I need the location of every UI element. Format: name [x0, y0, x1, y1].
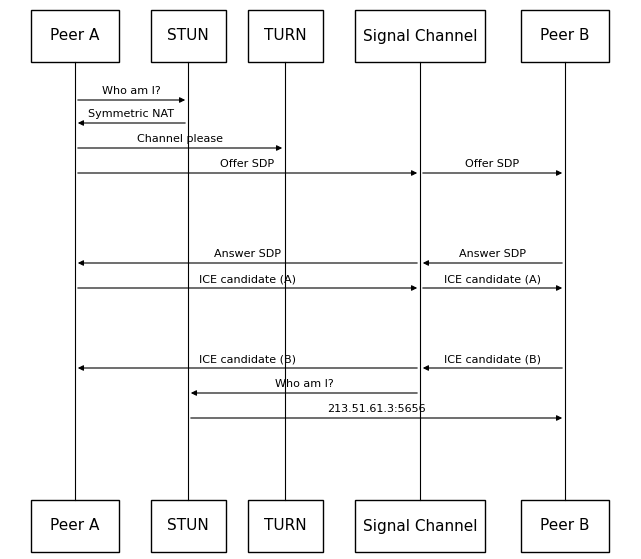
Text: ICE candidate (B): ICE candidate (B) — [199, 354, 296, 364]
Text: Answer SDP: Answer SDP — [214, 249, 281, 259]
FancyBboxPatch shape — [355, 10, 485, 62]
Text: Peer B: Peer B — [540, 519, 590, 533]
Text: STUN: STUN — [167, 519, 209, 533]
Text: Who am I?: Who am I? — [274, 379, 333, 389]
FancyBboxPatch shape — [151, 500, 226, 552]
FancyBboxPatch shape — [151, 10, 226, 62]
FancyBboxPatch shape — [355, 500, 485, 552]
Text: Signal Channel: Signal Channel — [363, 519, 478, 533]
FancyBboxPatch shape — [31, 10, 119, 62]
Text: Offer SDP: Offer SDP — [221, 159, 274, 169]
Text: Symmetric NAT: Symmetric NAT — [88, 109, 174, 119]
FancyBboxPatch shape — [31, 500, 119, 552]
FancyBboxPatch shape — [521, 500, 609, 552]
Text: Answer SDP: Answer SDP — [459, 249, 526, 259]
Text: Signal Channel: Signal Channel — [363, 29, 478, 44]
Text: Peer B: Peer B — [540, 29, 590, 44]
FancyBboxPatch shape — [521, 10, 609, 62]
Text: Peer A: Peer A — [50, 29, 100, 44]
Text: Peer A: Peer A — [50, 519, 100, 533]
Text: STUN: STUN — [167, 29, 209, 44]
FancyBboxPatch shape — [247, 500, 322, 552]
Text: TURN: TURN — [263, 519, 306, 533]
Text: Who am I?: Who am I? — [102, 86, 161, 96]
Text: ICE candidate (A): ICE candidate (A) — [199, 274, 296, 284]
Text: ICE candidate (A): ICE candidate (A) — [444, 274, 541, 284]
Text: Offer SDP: Offer SDP — [465, 159, 520, 169]
FancyBboxPatch shape — [247, 10, 322, 62]
Text: ICE candidate (B): ICE candidate (B) — [444, 354, 541, 364]
Text: Channel please: Channel please — [137, 134, 223, 144]
Text: 213.51.61.3:5656: 213.51.61.3:5656 — [327, 404, 426, 414]
Text: TURN: TURN — [263, 29, 306, 44]
